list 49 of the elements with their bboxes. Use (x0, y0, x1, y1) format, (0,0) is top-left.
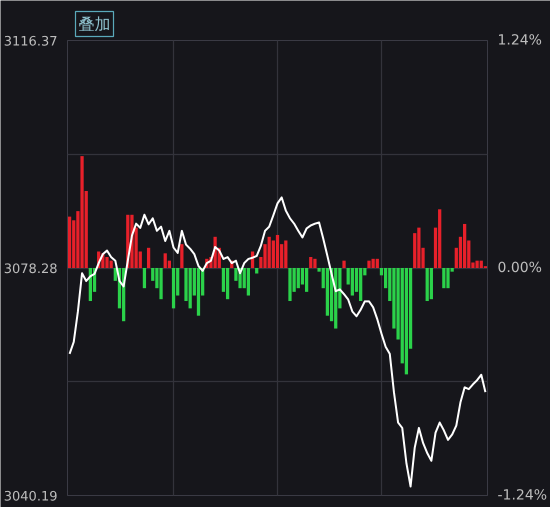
bar (296, 268, 300, 288)
bar (164, 253, 167, 268)
y2-tick-label: -1.24% (498, 488, 548, 504)
bar (146, 248, 150, 268)
bar (268, 236, 271, 268)
bar (426, 268, 429, 302)
bar (110, 260, 113, 268)
bar (480, 260, 483, 268)
bar (80, 156, 84, 268)
bar (288, 268, 292, 302)
bar (367, 260, 371, 268)
bar (159, 268, 163, 300)
bar (446, 268, 450, 288)
bar (417, 228, 421, 268)
y-tick-label: 3040.19 (4, 490, 58, 504)
bar (372, 258, 375, 268)
bar (276, 234, 280, 268)
bar (342, 260, 346, 268)
bar (463, 224, 466, 268)
bar (350, 268, 354, 296)
bar (309, 256, 312, 268)
y-tick-label: 3078.28 (4, 262, 58, 277)
bar (284, 240, 288, 268)
y2-tick-label: 1.24% (498, 32, 542, 48)
bar (255, 268, 258, 274)
bar (376, 258, 379, 268)
bar (196, 268, 200, 316)
bar (313, 258, 317, 268)
bar (334, 268, 338, 329)
line-series (68, 196, 486, 488)
bar (475, 260, 479, 268)
bar (438, 209, 442, 268)
bar (430, 268, 433, 300)
bar (246, 268, 250, 296)
bar (172, 268, 176, 308)
bar (304, 268, 308, 292)
bar (188, 268, 192, 308)
bar (404, 268, 408, 374)
bar (359, 268, 362, 302)
bar (142, 268, 146, 288)
text: 叠加 (78, 14, 110, 34)
y2-tick-label: 0.00% (498, 260, 542, 276)
bar (68, 216, 72, 268)
bar (105, 256, 109, 268)
bar (226, 268, 230, 300)
y-tick-label: 3116.37 (4, 34, 58, 50)
bar (442, 268, 446, 288)
bar (180, 244, 184, 268)
bar (88, 268, 92, 302)
